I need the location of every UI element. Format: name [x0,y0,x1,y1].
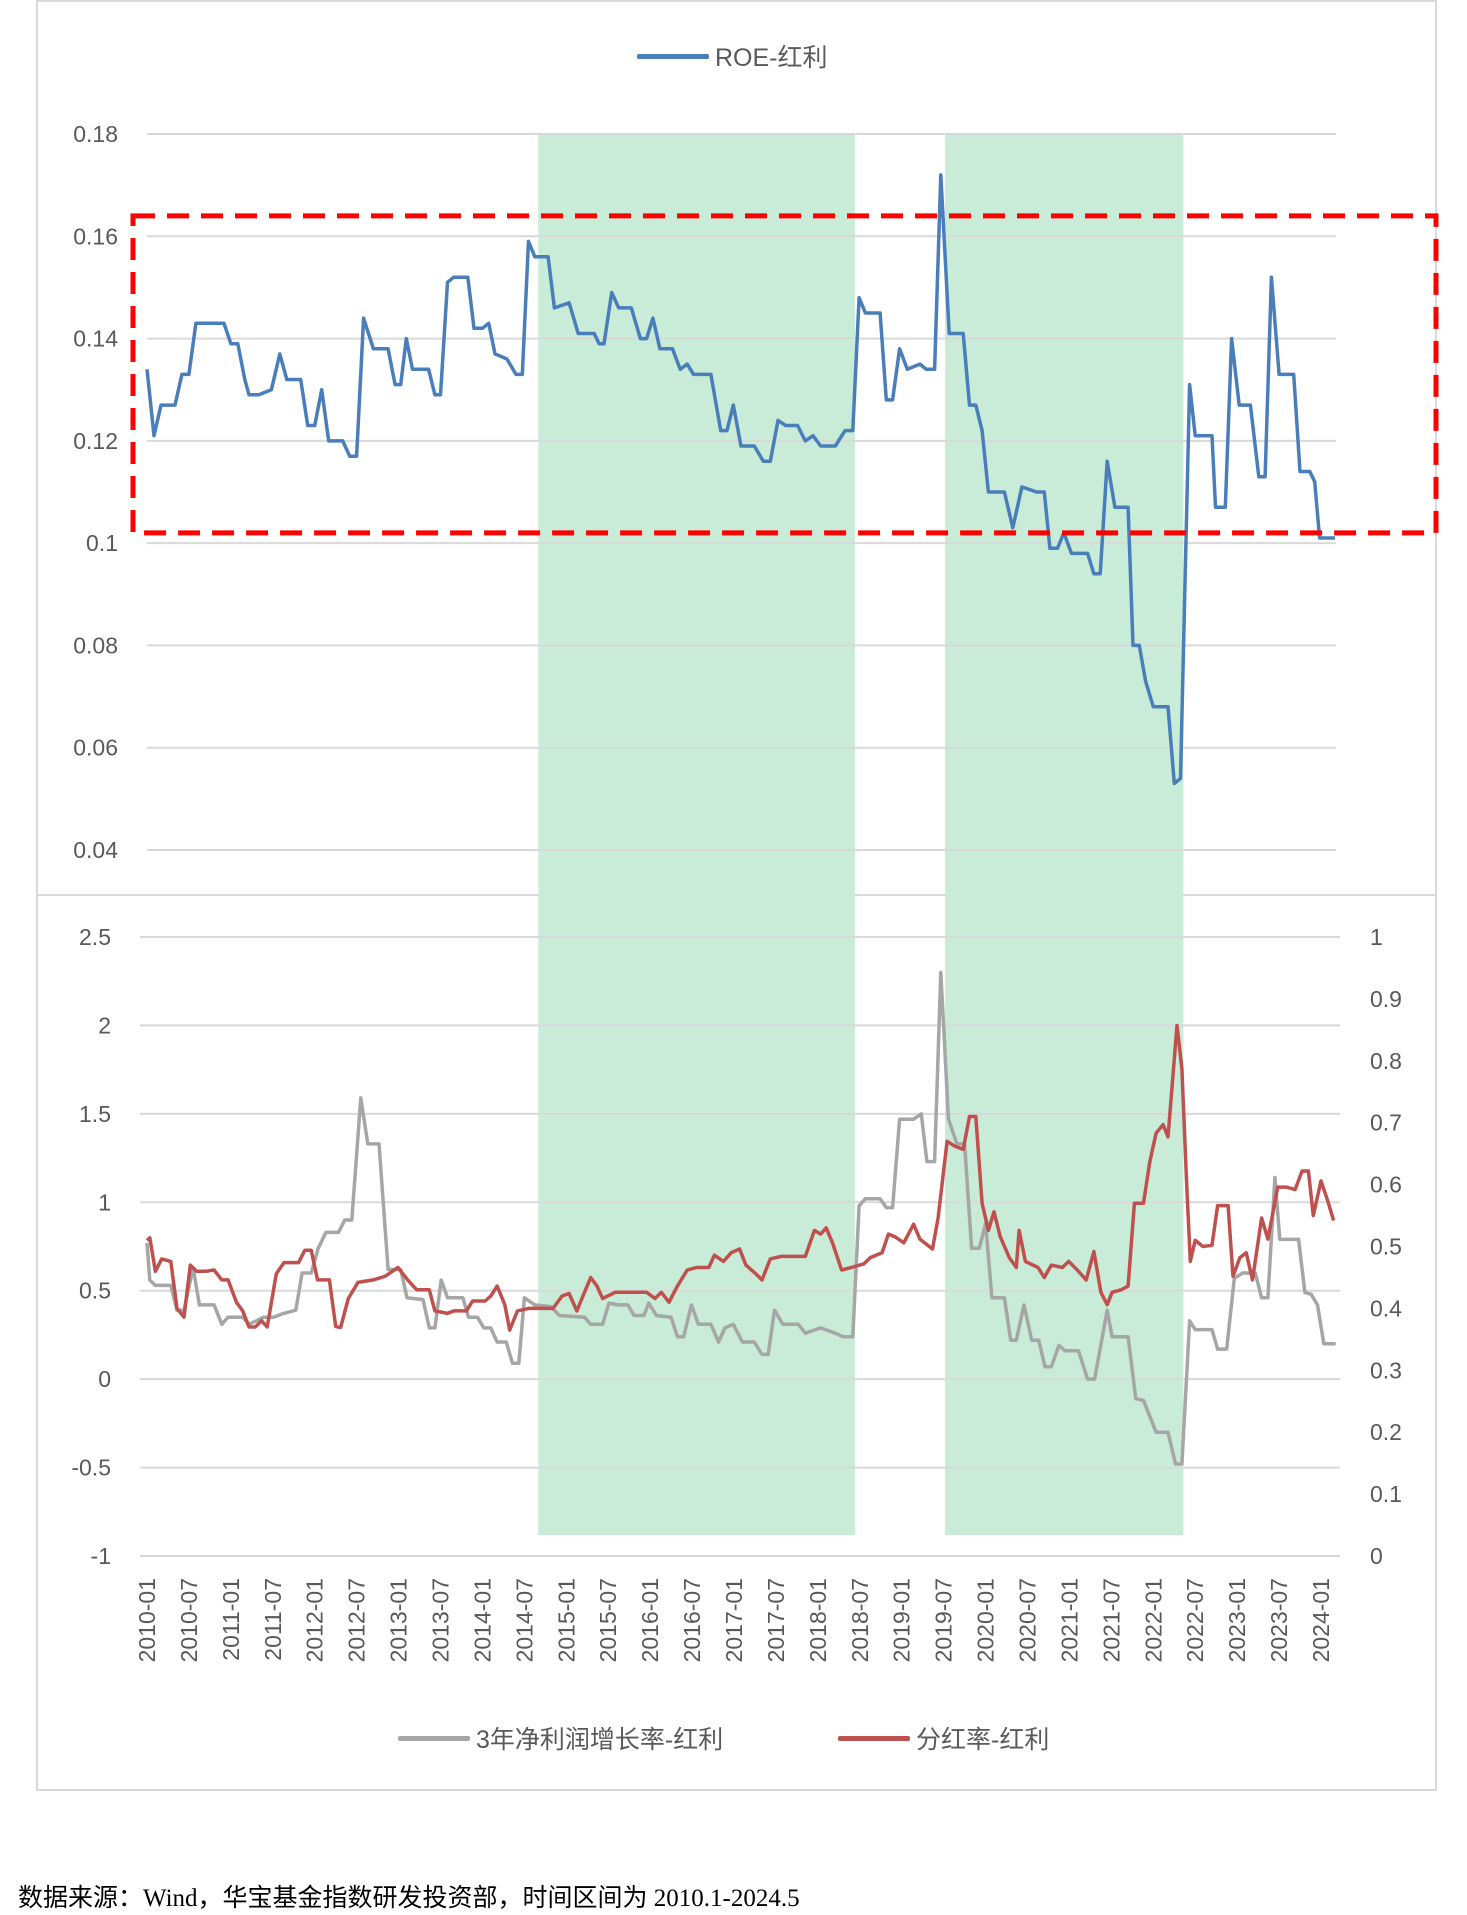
left-y-tick-label: 2.5 [79,924,111,950]
x-tick-label: 2020-01 [973,1578,999,1662]
left-y-tick-label: 0 [98,1366,111,1392]
left-y-tick-label: 1.5 [79,1101,111,1127]
x-tick-label: 2014-07 [511,1578,537,1662]
legend-bottom-payout: 分红率-红利 [838,1720,1049,1756]
top-y-tick-label: 0.16 [73,223,118,249]
legend-swatch-roe [637,53,709,59]
x-tick-label: 2012-07 [344,1578,370,1662]
x-tick-label: 2010-01 [134,1578,160,1662]
x-tick-label: 2015-01 [553,1578,579,1662]
x-tick-label: 2021-07 [1098,1578,1124,1662]
legend-swatch-growth [398,1735,470,1741]
x-tick-label: 2010-07 [176,1578,202,1662]
legend-bottom-growth: 3年净利润增长率-红利 [398,1720,723,1756]
left-y-tick-label: -0.5 [71,1455,111,1481]
series-line-net-profit-growth [145,970,1336,1466]
right-y-tick-label: 0.3 [1370,1357,1402,1383]
x-tick-label: 2013-07 [428,1578,454,1662]
x-tick-label: 2016-07 [679,1578,705,1662]
left-y-tick-label: 0.5 [79,1278,111,1304]
x-tick-label: 2016-01 [637,1578,663,1662]
right-y-tick-label: 0.4 [1370,1295,1402,1321]
source-footnote: 数据来源：Wind，华宝基金指数研发投资部，时间区间为 2010.1-2024.… [18,1885,800,1912]
right-y-tick-label: 0.9 [1370,986,1402,1012]
top-y-tick-label: 0.04 [73,837,118,863]
x-tick-label: 2017-01 [721,1578,747,1662]
legend-label-payout: 分红率-红利 [916,1726,1050,1754]
top-y-tick-label: 0.18 [73,121,118,147]
x-tick-label: 2023-07 [1266,1578,1292,1662]
left-y-tick-label: 2 [98,1012,111,1038]
x-tick-label: 2019-01 [889,1578,915,1662]
right-y-tick-label: 0.2 [1370,1419,1402,1445]
top-y-tick-label: 0.1 [86,530,118,556]
right-y-tick-label: 0.8 [1370,1048,1402,1074]
x-tick-label: 2019-07 [931,1578,957,1662]
shaded-period-1 [538,134,855,1535]
x-tick-label: 2023-01 [1224,1578,1250,1662]
right-y-tick-label: 0.5 [1370,1234,1402,1260]
left-y-tick-label: 1 [98,1189,111,1215]
highlight-box [130,213,1439,536]
right-y-tick-label: 1 [1370,924,1383,950]
top-y-tick-label: 0.08 [73,632,118,658]
left-y-tick-label: -1 [91,1543,111,1569]
x-tick-label: 2018-07 [847,1578,873,1662]
x-tick-label: 2011-07 [260,1578,286,1661]
x-tick-label: 2012-01 [302,1578,328,1662]
series-line-roe [145,173,1335,786]
right-y-tick-label: 0.6 [1370,1172,1402,1198]
x-tick-label: 2014-01 [469,1578,495,1662]
shaded-period-2 [945,134,1184,1535]
x-tick-label: 2013-01 [386,1578,412,1662]
legend-label-growth: 3年净利润增长率-红利 [476,1726,724,1754]
x-tick-label: 2018-01 [805,1578,831,1662]
x-tick-label: 2017-07 [763,1578,789,1662]
x-tick-label: 2021-01 [1056,1578,1082,1662]
top-y-tick-label: 0.06 [73,735,118,761]
top-y-tick-label: 0.12 [73,428,118,454]
right-y-tick-label: 0.7 [1370,1110,1402,1136]
legend-swatch-payout [838,1735,910,1741]
x-tick-label: 2015-07 [595,1578,621,1662]
x-tick-label: 2020-07 [1015,1578,1041,1662]
x-tick-label: 2011-01 [218,1578,244,1661]
series-line-payout-ratio [145,1023,1336,1332]
legend-top: ROE-红利 [637,38,828,74]
right-y-tick-label: 0.1 [1370,1481,1402,1507]
right-y-tick-label: 0 [1370,1543,1383,1569]
x-tick-label: 2022-07 [1182,1578,1208,1662]
x-tick-label: 2024-01 [1308,1578,1334,1662]
x-tick-label: 2022-01 [1140,1578,1166,1662]
legend-label-roe: ROE-红利 [715,44,828,72]
top-y-tick-label: 0.14 [73,326,118,352]
